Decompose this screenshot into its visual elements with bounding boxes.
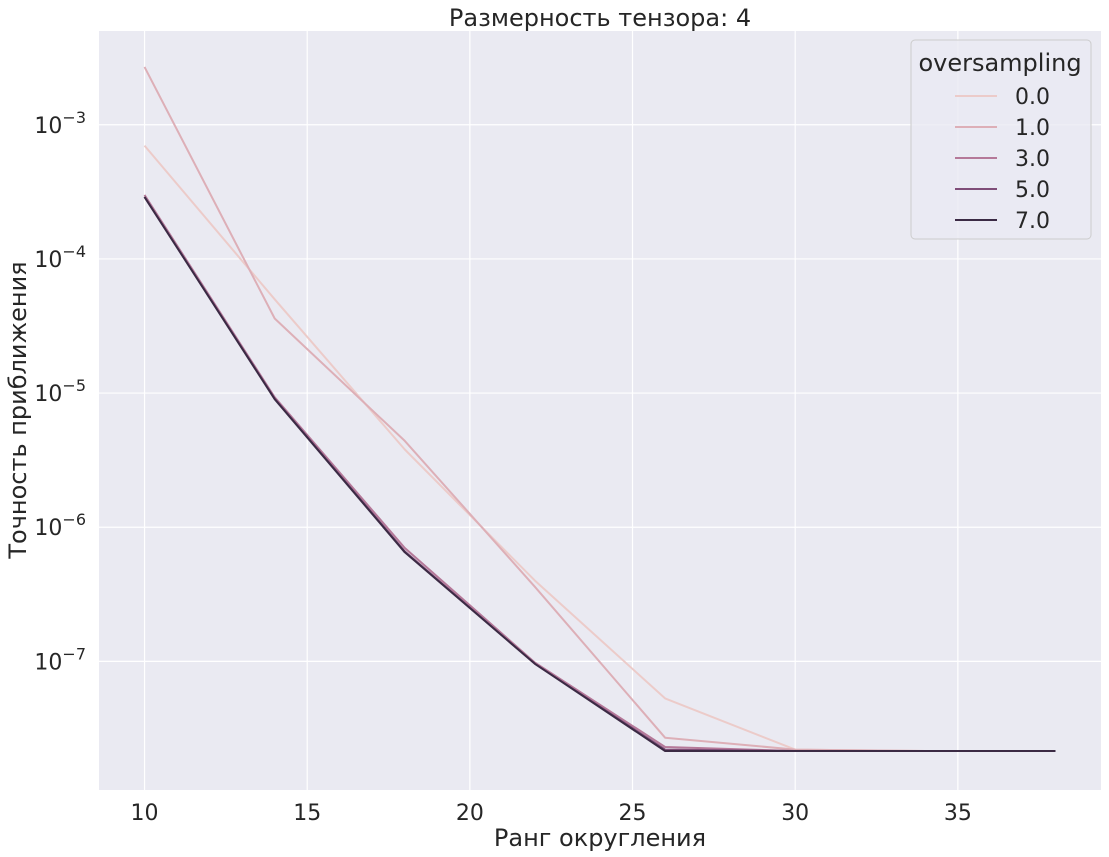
legend: oversampling 0.0 1.0 3.0 5.0 7.0 [910, 39, 1092, 240]
legend-label: 7.0 [1015, 209, 1050, 234]
y-tick-labels: 10−3 10−4 10−5 10−6 10−7 [34, 108, 86, 676]
y-tick-label: 10−5 [34, 376, 86, 407]
x-tick-label: 15 [293, 801, 321, 826]
y-tick-label: 10−7 [34, 644, 86, 675]
legend-title: oversampling [918, 49, 1081, 77]
x-tick-label: 35 [944, 801, 972, 826]
x-tick-label: 10 [131, 801, 159, 826]
legend-label: 5.0 [1015, 178, 1050, 203]
legend-label: 0.0 [1015, 85, 1050, 110]
x-tick-labels: 10 15 20 25 30 35 [131, 801, 972, 826]
series-lines [143, 66, 1056, 752]
legend-label: 1.0 [1015, 116, 1050, 141]
x-axis-label: Ранг округления [494, 824, 706, 852]
x-tick-label: 30 [781, 801, 809, 826]
series-line [143, 196, 1056, 752]
y-tick-label: 10−6 [34, 510, 86, 541]
y-tick-label: 10−4 [34, 242, 86, 273]
y-tick-label: 10−3 [34, 108, 86, 139]
legend-label: 3.0 [1015, 147, 1050, 172]
x-tick-label: 25 [619, 801, 647, 826]
x-tick-label: 20 [456, 801, 484, 826]
chart-title: Размерность тензора: 4 [449, 4, 751, 32]
y-axis-label: Точность приближения [4, 261, 32, 559]
legend-items: 0.0 1.0 3.0 5.0 7.0 [955, 85, 1050, 234]
